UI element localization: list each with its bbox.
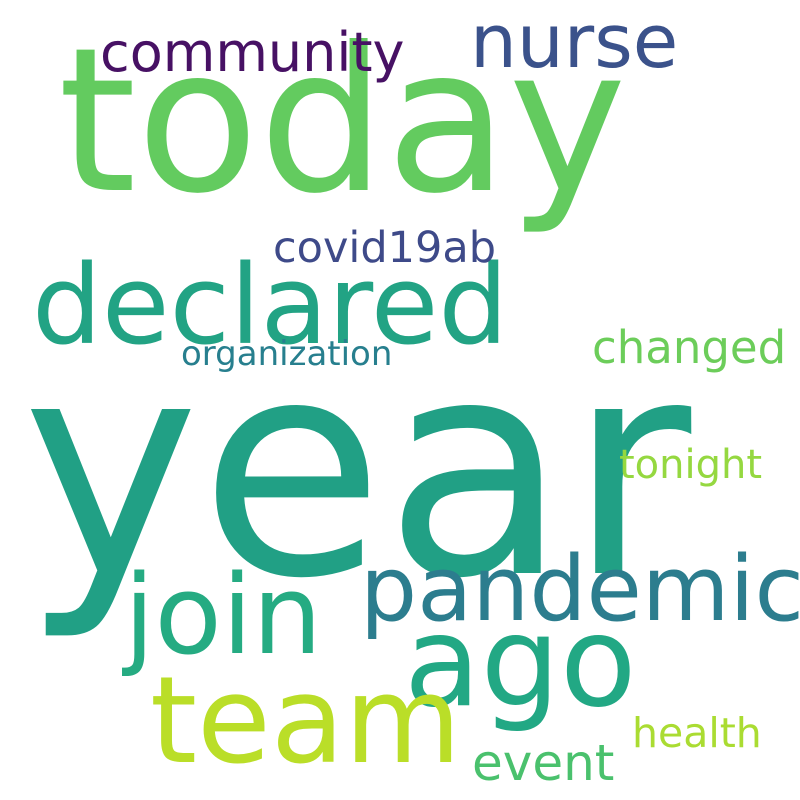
word-join: join (124, 551, 323, 679)
word-team: team (150, 652, 462, 791)
word-pandemic: pandemic (360, 537, 800, 642)
word-organization: organization (181, 334, 393, 374)
word-tonight: tonight (619, 442, 763, 488)
word-year: year (22, 295, 692, 644)
word-covid19ab: covid19ab (273, 223, 496, 273)
word-health: health (632, 709, 762, 757)
word-nurse: nurse (470, 0, 679, 85)
word-community: community (100, 21, 405, 84)
word-declared: declared (32, 241, 509, 369)
word-changed: changed (592, 321, 787, 374)
word-ago: ago (404, 590, 637, 735)
word-today: today (58, 5, 627, 238)
word-event: event (472, 734, 615, 792)
